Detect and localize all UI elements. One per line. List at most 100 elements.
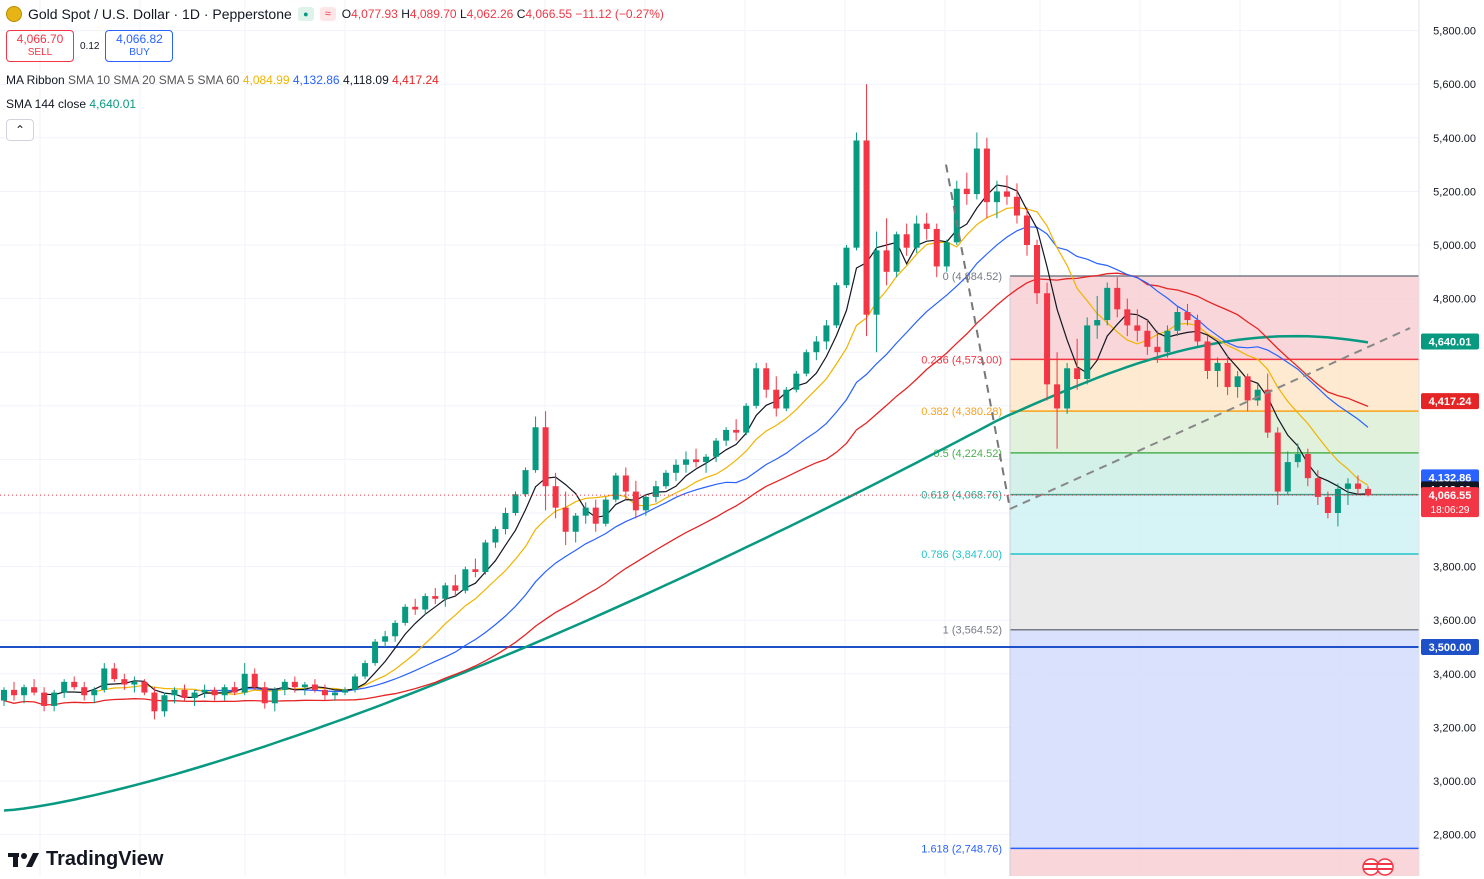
- candle-body: [1334, 488, 1341, 513]
- candle-body: [101, 668, 108, 690]
- candle-body: [412, 606, 419, 610]
- candle-body: [743, 405, 750, 433]
- price-label-text: 4,066.55: [1429, 490, 1472, 502]
- candle-body: [261, 687, 268, 704]
- candle-body: [1084, 325, 1091, 379]
- candle-body: [492, 529, 499, 543]
- candle-body: [301, 684, 308, 688]
- market-open-icon: ●: [297, 7, 314, 21]
- candle-body: [1354, 483, 1361, 489]
- candle-body: [1114, 287, 1121, 310]
- gold-symbol-icon: [6, 6, 22, 22]
- candle-body: [773, 389, 780, 409]
- candle-body: [81, 687, 88, 696]
- candle-body: [763, 368, 770, 390]
- candle-body: [111, 668, 118, 680]
- us-flag-icon[interactable]: [1360, 858, 1396, 879]
- candle-body: [833, 285, 840, 326]
- candle-body: [1264, 389, 1271, 433]
- fib-zone: [1010, 848, 1419, 876]
- candle-body: [271, 689, 278, 704]
- ma-ribbon-legend[interactable]: MA Ribbon SMA 10 SMA 20 SMA 5 SMA 60 4,0…: [6, 73, 439, 87]
- candle-body: [201, 689, 208, 693]
- candle-body: [311, 684, 318, 690]
- candle-body: [1224, 362, 1231, 388]
- candle-body: [1174, 312, 1181, 331]
- candle-body: [1023, 215, 1031, 245]
- candle-body: [823, 325, 830, 342]
- fib-level-label: 1.618 (2,748.76): [921, 843, 1002, 855]
- candle-body: [1074, 368, 1081, 379]
- collapse-legend-button[interactable]: ⌃: [6, 119, 34, 141]
- candle-body: [502, 513, 509, 530]
- candle-body: [1164, 330, 1171, 353]
- candle-body: [622, 475, 629, 492]
- candle-body: [392, 622, 399, 637]
- candle-body: [161, 695, 168, 712]
- price-label-text: 3,500.00: [1429, 642, 1472, 654]
- buy-button[interactable]: 4,066.82 BUY: [105, 30, 174, 62]
- candle-body: [612, 475, 619, 500]
- candle-body: [1184, 312, 1191, 321]
- candle-body: [11, 689, 18, 696]
- candle-body: [1324, 496, 1331, 513]
- symbol-title[interactable]: Gold Spot / U.S. Dollar · 1D · Peppersto…: [28, 6, 292, 22]
- candle-body: [61, 681, 68, 693]
- candle-body: [1244, 376, 1251, 401]
- candle-body: [893, 234, 900, 272]
- candle-body: [693, 459, 700, 463]
- candle-body: [753, 368, 760, 406]
- sma144-legend[interactable]: SMA 144 close 4,640.01: [6, 97, 136, 111]
- candle-body: [281, 681, 288, 690]
- candle-body: [91, 689, 98, 696]
- candle-body: [362, 663, 369, 677]
- candle-body: [1194, 320, 1201, 342]
- candle-body: [321, 689, 328, 696]
- fib-level-label: 0.786 (3,847.00): [921, 549, 1002, 561]
- candle-body: [783, 389, 790, 409]
- candle-body: [241, 673, 248, 693]
- price-label-box: [1421, 333, 1479, 350]
- candle-body: [853, 140, 860, 248]
- candle-body: [472, 569, 479, 572]
- candle-body: [0, 689, 8, 701]
- candle-body: [121, 679, 128, 685]
- candle-body: [723, 429, 730, 441]
- candle-body: [291, 681, 298, 688]
- candle-body: [1034, 245, 1041, 294]
- candle-body: [562, 507, 569, 532]
- ma-ribbon-value-1: 4,084.99: [242, 73, 290, 87]
- symbol-legend[interactable]: Gold Spot / U.S. Dollar · 1D · Peppersto…: [6, 6, 664, 22]
- candle-body: [632, 491, 639, 511]
- candle-body: [171, 689, 178, 696]
- tradingview-logo-icon: [8, 851, 40, 869]
- price-axis: [1419, 0, 1484, 876]
- sma144-value: 4,640.01: [89, 97, 137, 111]
- sell-button[interactable]: 4,066.70 SELL: [6, 30, 74, 62]
- spread-value: 0.12: [80, 40, 100, 52]
- candle-body: [1254, 389, 1261, 401]
- candle-body: [452, 585, 459, 591]
- candle-body: [151, 692, 158, 712]
- sma144-line: [3, 334, 1369, 812]
- price-axis-tick-label: 3,800.00: [1433, 562, 1476, 574]
- trend-line-down: [945, 164, 1011, 510]
- candle-body: [903, 234, 910, 248]
- candle-body: [1274, 432, 1281, 492]
- candle-body: [963, 188, 970, 195]
- price-label-box: [1421, 487, 1479, 518]
- candle-body: [993, 191, 1000, 203]
- candle-body: [1104, 287, 1111, 321]
- candle-body: [422, 596, 429, 610]
- candle-body: [943, 242, 950, 267]
- candle-body: [883, 250, 890, 272]
- candle-body: [331, 692, 338, 696]
- candle-body: [1214, 362, 1221, 371]
- candle-body: [1204, 341, 1211, 371]
- price-label-box: [1421, 393, 1479, 410]
- ma-ribbon-value-3: 4,118.09: [342, 73, 389, 87]
- candle-body: [432, 596, 439, 599]
- candle-body: [522, 470, 529, 495]
- candle-body: [442, 585, 449, 599]
